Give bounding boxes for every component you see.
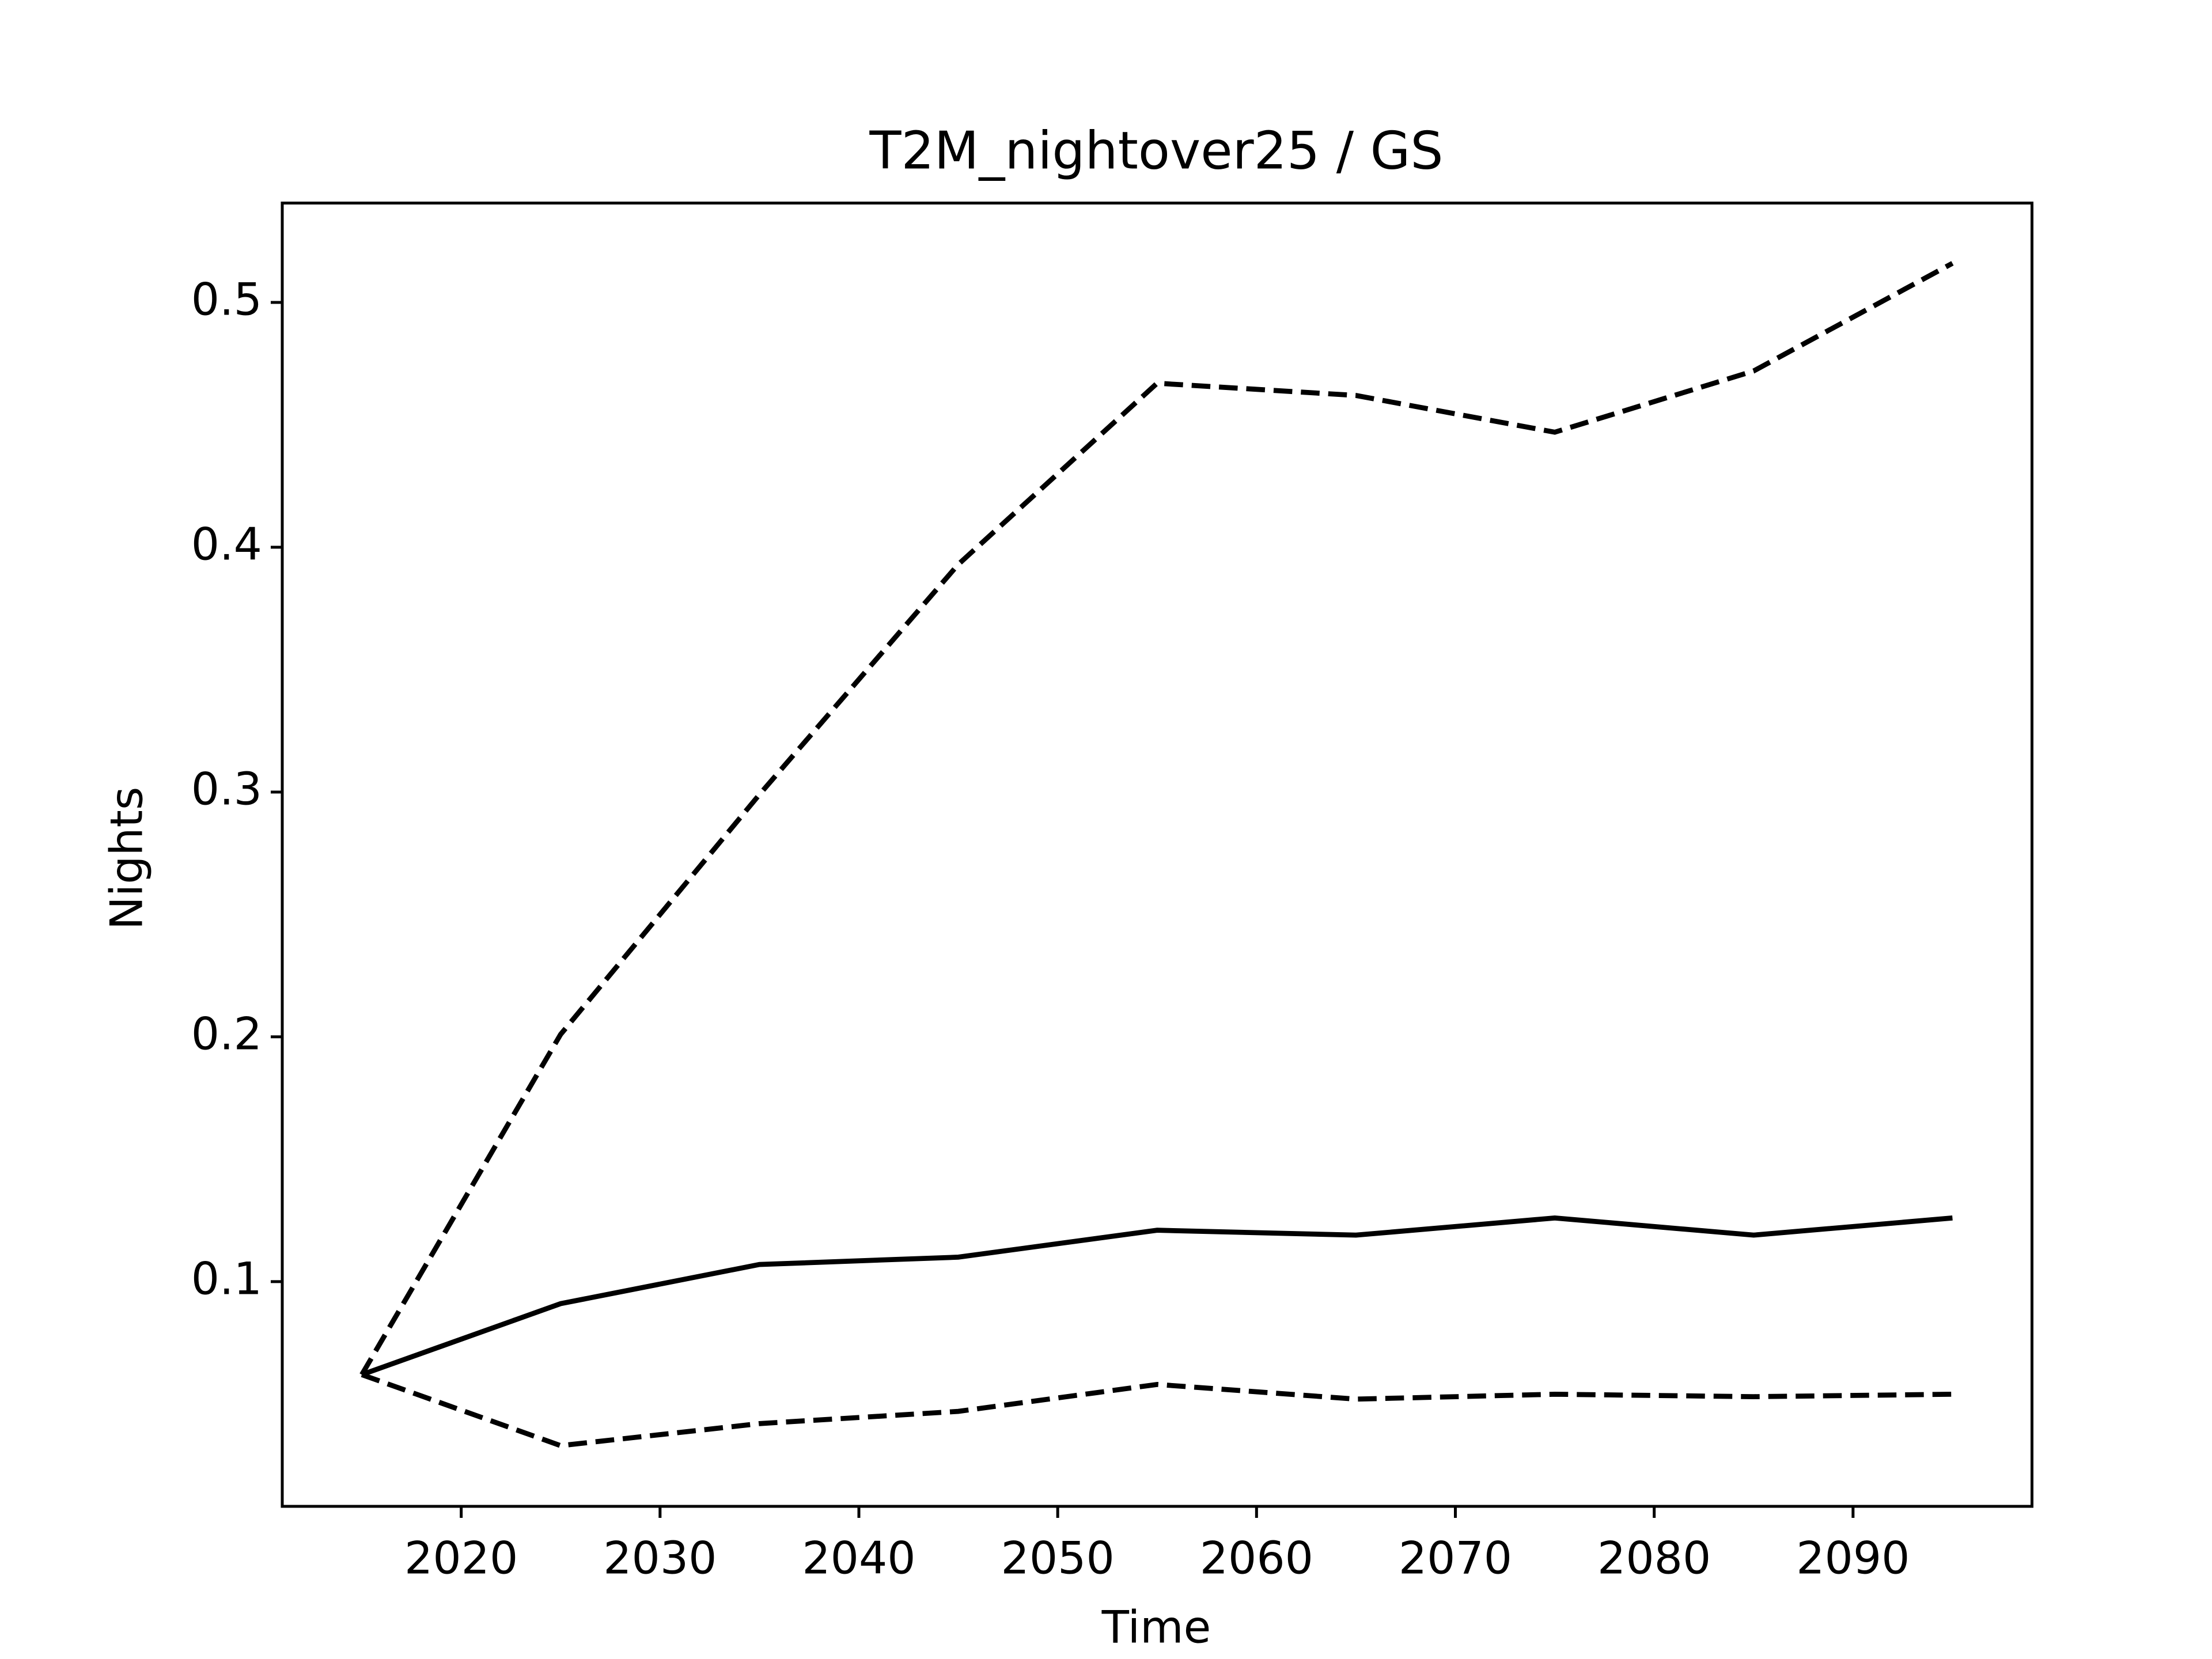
x-tick-label: 2020	[404, 1532, 518, 1584]
y-axis-label: Nights	[101, 787, 153, 930]
x-tick-label: 2070	[1399, 1532, 1512, 1584]
series-line	[359, 261, 1954, 1376]
y-tick-label: 0.4	[191, 518, 262, 570]
y-tick-label: 0.1	[191, 1253, 262, 1305]
y-tick-label: 0.5	[191, 274, 262, 326]
plot-frame	[281, 202, 2033, 1508]
x-tick-label: 2060	[1200, 1532, 1313, 1584]
x-tick-label: 2030	[603, 1532, 717, 1584]
x-tick-label: 2040	[802, 1532, 915, 1584]
x-tick-label: 2090	[1796, 1532, 1910, 1584]
chart-title: T2M_nightover25 / GS	[869, 120, 1443, 181]
y-tick-label: 0.2	[191, 1008, 262, 1060]
x-axis-label: Time	[1101, 1601, 1211, 1653]
y-tick-label: 0.3	[191, 763, 262, 815]
x-tick-label: 2050	[1001, 1532, 1115, 1584]
series-line	[361, 1215, 1953, 1377]
series-line	[361, 1372, 1953, 1449]
x-tick-label: 2080	[1597, 1532, 1711, 1584]
